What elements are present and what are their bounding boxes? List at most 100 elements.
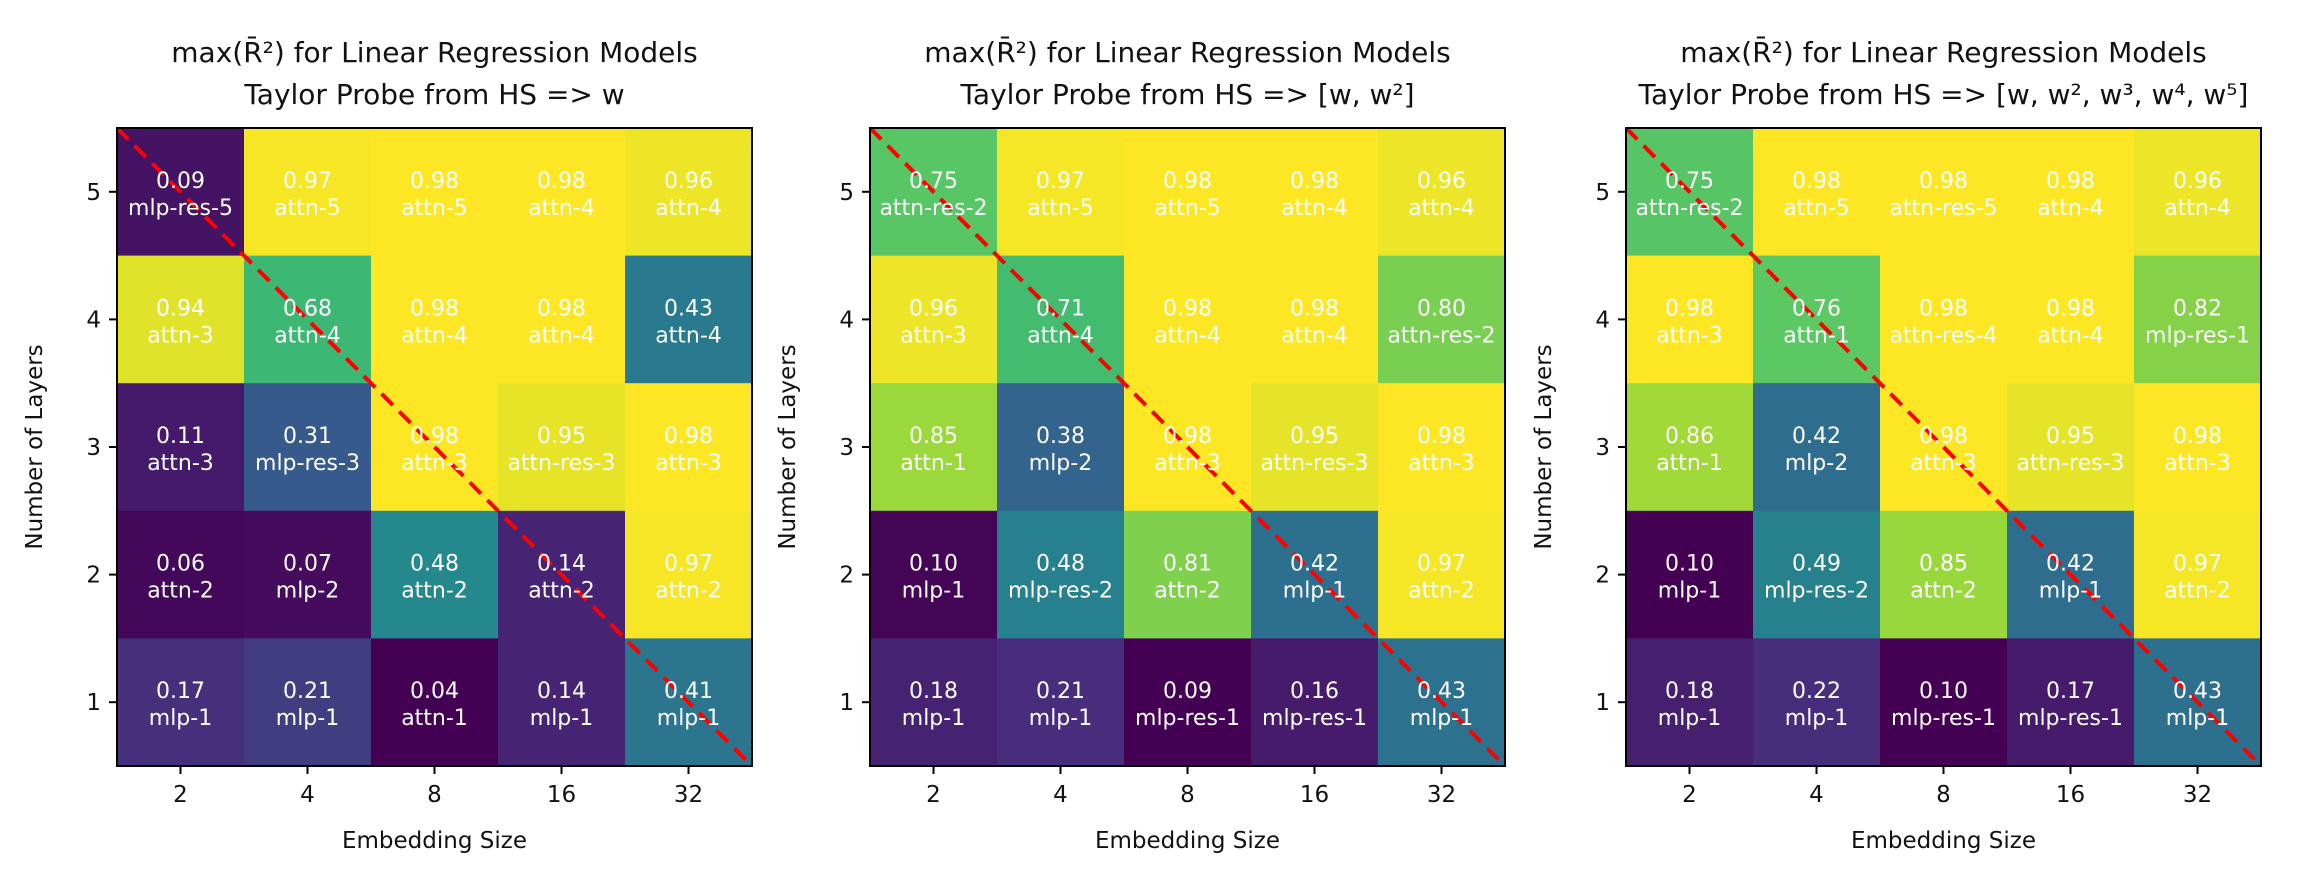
heatmap-cell [1378, 383, 1506, 512]
heatmap-cell [2134, 510, 2262, 639]
cell-layer-label: mlp-2 [1785, 451, 1848, 476]
cell-layer-label: mlp-1 [657, 706, 720, 731]
cell-value-label: 0.43 [1417, 679, 1466, 704]
cell-value-label: 0.49 [1792, 552, 1841, 577]
cell-value-label: 0.48 [1036, 552, 1085, 577]
y-tick-label: 5 [86, 180, 101, 206]
x-tick-label: 16 [2056, 782, 2085, 808]
cell-layer-label: attn-3 [1408, 451, 1475, 476]
cell-value-label: 0.81 [1163, 552, 1212, 577]
cell-layer-label: mlp-res-1 [1262, 706, 1367, 731]
cell-layer-label: mlp-1 [1658, 706, 1721, 731]
y-tick-label: 2 [1595, 563, 1610, 589]
cell-value-label: 0.41 [664, 679, 713, 704]
chart-title-line: max(R̄²) for Linear Regression Models [1680, 35, 2206, 69]
heatmap-cell [1626, 638, 1754, 767]
cell-layer-label: attn-5 [274, 196, 341, 221]
chart-title-line: Taylor Probe from HS => [w, w²] [959, 78, 1414, 111]
heatmap-cell [117, 510, 245, 639]
heatmap-cell [244, 638, 372, 767]
cell-value-label: 0.97 [283, 169, 332, 194]
y-axis-label: Number of Layers [775, 344, 801, 549]
cell-layer-label: attn-4 [1154, 323, 1221, 348]
heatmap-cell [498, 128, 626, 257]
y-tick-label: 2 [839, 563, 854, 589]
cell-layer-label: attn-5 [1154, 196, 1221, 221]
x-tick-label: 4 [1053, 782, 1068, 808]
heatmap-cell [498, 638, 626, 767]
cell-value-label: 0.98 [664, 424, 713, 449]
x-axis-label: Embedding Size [342, 828, 527, 854]
cell-value-label: 0.98 [410, 169, 459, 194]
cell-value-label: 0.17 [2046, 679, 2095, 704]
cell-value-label: 0.38 [1036, 424, 1085, 449]
heatmap-cell [997, 638, 1125, 767]
x-tick-label: 8 [1936, 782, 1951, 808]
cell-layer-label: mlp-res-5 [128, 196, 233, 221]
heatmap-cell [1626, 383, 1754, 512]
cell-value-label: 0.21 [1036, 679, 1085, 704]
heatmap-cell [625, 255, 753, 384]
cell-layer-label: attn-4 [2037, 196, 2104, 221]
cell-value-label: 0.22 [1792, 679, 1841, 704]
cell-layer-label: attn-4 [655, 196, 722, 221]
heatmap-cell [1880, 255, 2008, 384]
heatmap-cell [371, 128, 499, 257]
heatmap-cell [244, 510, 372, 639]
heatmap-cell [870, 638, 998, 767]
heatmap-cell [870, 383, 998, 512]
cell-layer-label: attn-4 [2037, 323, 2104, 348]
heatmap-cell [1124, 255, 1252, 384]
diagonal-dashed-line [868, 126, 1507, 768]
cell-layer-label: mlp-1 [1283, 579, 1346, 604]
heatmap-cell [2007, 128, 2135, 257]
heatmap-cell [1880, 638, 2008, 767]
cell-value-label: 0.10 [1665, 552, 1714, 577]
heatmap-cell [1753, 128, 1881, 257]
heatmap-cell [2134, 255, 2262, 384]
cell-layer-label: attn-3 [900, 323, 967, 348]
cell-value-label: 0.85 [1919, 552, 1968, 577]
cell-layer-label: attn-3 [2164, 451, 2231, 476]
cell-layer-label: attn-2 [1154, 579, 1221, 604]
cell-value-label: 0.98 [537, 169, 586, 194]
heatmap-cell [117, 255, 245, 384]
x-tick-label: 32 [674, 782, 703, 808]
x-tick-label: 4 [300, 782, 315, 808]
y-tick-label: 4 [839, 307, 854, 333]
cell-value-label: 0.98 [2046, 169, 2095, 194]
cell-value-label: 0.96 [664, 169, 713, 194]
y-tick-label: 2 [86, 563, 101, 589]
cell-layer-label: attn-4 [401, 323, 468, 348]
x-tick-label: 4 [1809, 782, 1824, 808]
heatmap-cell [498, 255, 626, 384]
heatmap-cell [997, 128, 1125, 257]
cell-value-label: 0.86 [1665, 424, 1714, 449]
heatmap-cell [1251, 383, 1379, 512]
cell-layer-label: attn-4 [274, 323, 341, 348]
heatmap-cell [117, 638, 245, 767]
cell-layer-label: attn-4 [1281, 323, 1348, 348]
diagonal-dashed-line [1624, 126, 2263, 768]
x-tick-label: 8 [1180, 782, 1195, 808]
cell-layer-label: attn-5 [401, 196, 468, 221]
cell-value-label: 0.42 [2046, 552, 2095, 577]
heatmap-cell [2134, 383, 2262, 512]
heatmap-cell [117, 383, 245, 512]
cell-layer-label: attn-3 [1154, 451, 1221, 476]
cell-layer-label: attn-res-3 [1260, 451, 1368, 476]
chart-title-line: Taylor Probe from HS => [w, w², w³, w⁴, … [1638, 78, 2249, 111]
cell-value-label: 0.98 [2046, 296, 2095, 321]
heatmap-cell [244, 128, 372, 257]
cell-layer-label: attn-3 [147, 323, 214, 348]
heatmap-cell [1880, 510, 2008, 639]
x-tick-label: 16 [1300, 782, 1329, 808]
cell-value-label: 0.42 [1290, 552, 1339, 577]
y-tick-label: 1 [839, 690, 854, 716]
heatmap-cell [625, 128, 753, 257]
cell-value-label: 0.07 [283, 552, 332, 577]
y-tick-label: 1 [1595, 690, 1610, 716]
cell-value-label: 0.97 [1036, 169, 1085, 194]
cell-layer-label: mlp-2 [276, 579, 339, 604]
heatmap-cell [1251, 128, 1379, 257]
